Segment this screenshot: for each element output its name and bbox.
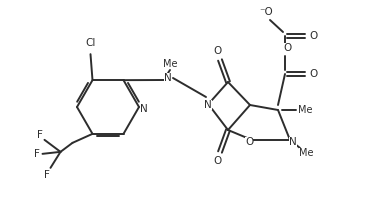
Text: N: N [140, 104, 148, 114]
Text: O: O [245, 137, 253, 147]
Text: N: N [289, 137, 297, 147]
Text: F: F [37, 130, 42, 140]
Text: F: F [44, 170, 49, 180]
Text: F: F [34, 149, 40, 159]
Text: N: N [204, 100, 212, 110]
Text: Me: Me [163, 59, 177, 69]
Text: O: O [214, 46, 222, 56]
Text: O: O [309, 31, 317, 41]
Text: O: O [309, 69, 317, 79]
Text: O: O [214, 156, 222, 166]
Text: ⁻O: ⁻O [259, 7, 273, 17]
Text: Cl: Cl [85, 38, 96, 48]
Text: Me: Me [299, 148, 313, 158]
Text: N: N [164, 73, 172, 83]
Text: Me: Me [298, 105, 312, 115]
Text: O: O [283, 43, 291, 53]
